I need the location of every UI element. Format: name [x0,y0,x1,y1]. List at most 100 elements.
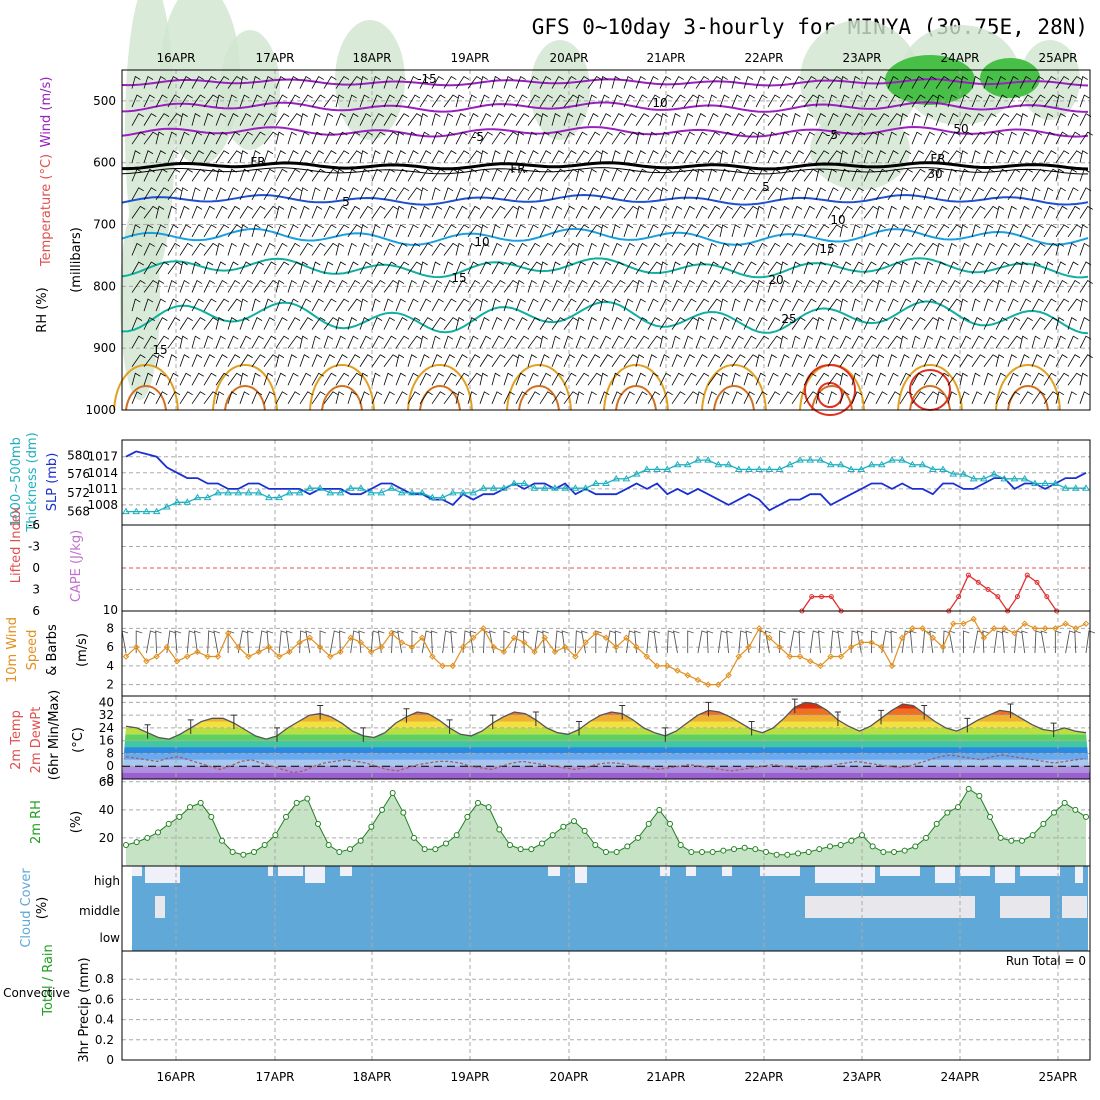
wind-barb [659,317,673,330]
wind-barb [923,242,939,256]
wind-barb [1079,242,1090,256]
wind-barb [1031,168,1046,182]
wind-barb [323,168,339,182]
wind-barb [1055,354,1068,367]
wind-barb [383,131,399,145]
wind-barb [719,242,730,256]
wind-barb [179,131,190,145]
wind-barb [695,131,708,145]
wind-barb [947,224,962,238]
wind-barb [683,205,695,219]
thickness-point [704,456,713,463]
wind-barb [227,335,239,349]
wind-barb [1067,372,1082,386]
wind-barb [1055,113,1066,126]
contour-label: 5 [342,195,350,209]
wind-barb [397,630,404,654]
wind-barb [323,131,335,145]
wind-speed-point [572,653,579,660]
panel-frame [121,439,1091,1061]
wind-barb [539,372,552,386]
wind-barb [299,75,312,89]
date-tick-label: 25APR [1038,1070,1077,1084]
temp-band [122,734,1090,741]
axis-title-part: Lifted Index [9,506,24,583]
rh-point [709,848,716,855]
wind-barb [1055,298,1070,312]
wind-barb [743,242,755,256]
thickness-tick-label: 576 [67,467,90,481]
wind-barb [971,335,984,349]
wind-barb [695,279,708,293]
axis-title: Thickness (dm) [25,432,40,532]
wind-barb [527,372,539,386]
wind-barb [851,205,866,219]
wind-barb [539,279,550,293]
wind-barb [982,630,990,654]
lifted-index-point [828,594,834,600]
wind-barb [371,317,383,330]
cloud-gap [548,866,560,876]
wind-barb [837,630,845,654]
wind-barb [1031,242,1046,256]
wind-barb [371,391,383,404]
thickness-point [1020,474,1029,482]
wind-barb [911,113,921,126]
wind-barb [959,391,970,404]
wind-barb [359,94,370,108]
wind-barb [962,630,970,653]
wind-barb [923,279,935,293]
wind-barb [311,187,321,200]
wind-barb [911,131,923,145]
rh-point [859,832,865,839]
rh-point [421,846,428,853]
cloud-level-label: middle [79,904,120,918]
wind-barb [1055,317,1065,330]
rh-shade [810,110,910,190]
wind-barb [839,75,848,89]
temp-tick-label: 0 [106,759,114,773]
wind-barb [227,76,242,89]
wind-barb [551,131,563,145]
wind-barb [563,335,574,349]
wind-barb [347,354,361,367]
rh-point [1019,837,1025,844]
wind-barb [575,187,586,200]
wind-barb [539,242,553,256]
wind-barb [707,113,719,126]
wind-barb [503,224,514,238]
wind-barb [815,317,825,330]
wind-barb [347,391,357,404]
wind-barb [167,75,179,89]
wind-barb [791,372,804,386]
wind-barb [215,224,230,238]
wind-barb [971,75,981,89]
wind-barb [203,298,217,312]
thickness-point [581,484,590,491]
wind-barb [143,224,154,238]
wind-barb [738,630,747,654]
precip-tick-label: 0.6 [95,992,114,1006]
wind-barb [1079,280,1093,293]
wind-barb [1067,131,1081,145]
wind-barb [815,168,825,182]
wind-barb [875,372,886,386]
wind-barb [635,242,648,256]
thickness-point [285,488,294,496]
thickness-point [540,484,549,491]
wind-barb [251,224,261,238]
wind-barb [539,354,550,367]
wind-barb [779,242,793,256]
li-tick-label: 0 [32,561,40,575]
wind-barb [647,242,661,256]
wind-barb [707,354,721,367]
wind-barb [899,279,910,293]
run-total-label: Run Total = 0 [1006,954,1086,968]
wind-barb [539,335,548,349]
wind-barb [191,187,201,200]
wind-barb [947,187,959,200]
cloud-gap [686,866,696,876]
wind-barb [971,150,981,163]
wind-barb [635,298,646,312]
wind-barb [817,630,825,654]
